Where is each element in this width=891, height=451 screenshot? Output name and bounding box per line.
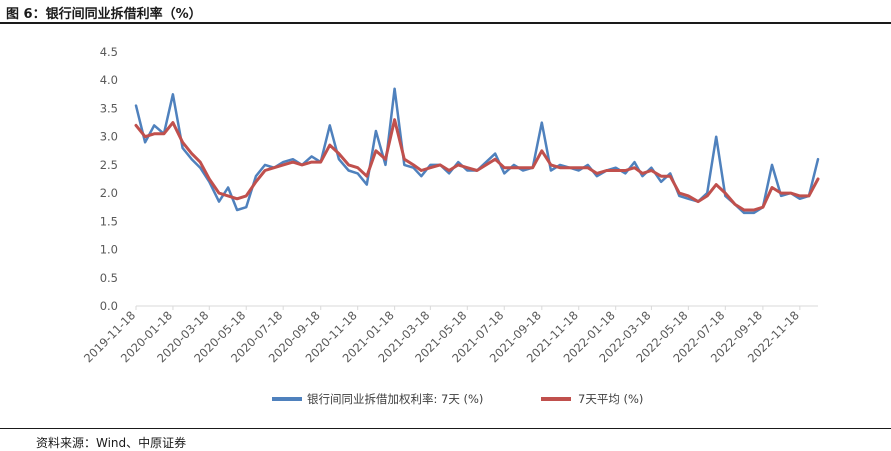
y-tick-label: 0.0 (100, 299, 118, 313)
bottom-rule (0, 428, 891, 429)
y-axis: 4.5 4.0 3.5 3.0 2.5 2.0 1.5 1.0 0.5 0.0 (100, 45, 118, 313)
series-line-7day-weighted-rate (134, 87, 820, 215)
source-note: 资料来源：Wind、中原证券 (36, 436, 187, 450)
legend: 银行间同业拆借加权利率: 7天 (%) 7天平均 (%) (272, 392, 643, 406)
x-axis: 2019-11-182020-01-182020-03-182020-05-18… (81, 305, 818, 365)
y-tick-label: 1.0 (100, 243, 118, 257)
y-tick-label: 2.0 (100, 186, 118, 200)
y-tick-label: 2.5 (100, 158, 118, 172)
y-tick-label: 3.5 (100, 101, 118, 115)
figure-title: 图 6：银行间同业拆借利率（%） (6, 7, 202, 22)
series-line-7day-average (134, 118, 820, 212)
line-chart: 4.5 4.0 3.5 3.0 2.5 2.0 1.5 1.0 0.5 0.0 2019-11-1… (81, 45, 820, 406)
legend-label: 银行间同业拆借加权利率: 7天 (%) (307, 392, 483, 406)
y-tick-label: 3.0 (100, 130, 118, 144)
legend-label: 7天平均 (%) (578, 392, 643, 406)
y-tick-label: 0.5 (100, 271, 118, 285)
y-tick-label: 4.5 (100, 45, 118, 59)
plot-area (134, 87, 820, 215)
top-rule (0, 22, 891, 24)
y-tick-label: 1.5 (100, 214, 118, 228)
y-tick-label: 4.0 (100, 73, 118, 87)
